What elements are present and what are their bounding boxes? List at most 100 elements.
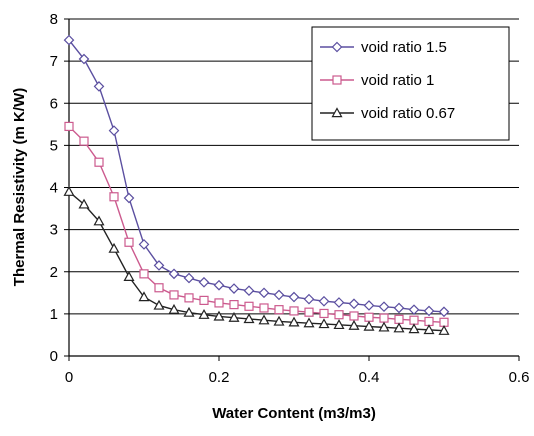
data-point <box>64 121 74 132</box>
data-point <box>333 319 345 330</box>
data-point <box>423 324 435 335</box>
data-point <box>273 315 285 326</box>
y-tick-label: 6 <box>50 95 58 112</box>
data-point <box>331 41 343 53</box>
data-point <box>274 305 284 315</box>
data-point <box>153 299 165 310</box>
data-point <box>63 34 75 46</box>
y-tick-label: 8 <box>50 11 58 28</box>
legend-entry: void ratio 1 <box>320 72 434 89</box>
data-point <box>378 321 390 332</box>
data-point <box>78 53 90 65</box>
y-tick-label: 5 <box>50 137 58 154</box>
series-group <box>63 34 450 335</box>
data-point <box>124 237 134 247</box>
data-point <box>139 269 149 279</box>
data-point <box>243 285 255 297</box>
legend: void ratio 1.5 void ratio 1 void ratio 0.6… <box>311 26 510 141</box>
y-tick-label: 7 <box>50 53 58 70</box>
data-point <box>244 301 254 311</box>
data-point <box>138 239 150 250</box>
data-point <box>154 283 164 293</box>
data-point <box>259 303 269 313</box>
data-point <box>333 297 345 308</box>
data-point <box>364 312 374 322</box>
legend-label: void ratio 1 <box>361 72 434 89</box>
data-point <box>94 157 104 167</box>
data-point <box>303 293 315 305</box>
data-point <box>319 308 329 319</box>
data-point <box>183 272 195 284</box>
data-point <box>393 322 405 333</box>
data-point <box>408 304 420 316</box>
data-point <box>153 260 165 271</box>
data-point <box>318 295 330 307</box>
data-point <box>228 311 240 322</box>
data-point <box>334 310 344 320</box>
data-point <box>138 291 150 302</box>
y-tick-label: 4 <box>50 180 58 197</box>
data-point <box>394 314 404 324</box>
ticks: 0 1 2 3 4 5 6 7 8 0 0.2 0.4 0.6 <box>50 11 530 386</box>
data-point <box>198 276 210 288</box>
y-axis-title: Thermal Resistivity (m K/W) <box>11 88 28 286</box>
data-point <box>331 107 343 118</box>
data-point <box>63 185 75 196</box>
data-point <box>273 289 285 301</box>
data-point <box>228 283 240 294</box>
data-point <box>108 125 120 136</box>
data-point <box>214 298 224 308</box>
x-tick-label: 0.4 <box>359 369 380 386</box>
data-point <box>109 192 119 202</box>
data-point <box>438 306 450 318</box>
data-point <box>289 306 299 316</box>
data-point <box>304 307 314 317</box>
data-point <box>258 287 270 299</box>
data-point <box>168 268 180 280</box>
data-point <box>379 313 389 323</box>
data-point <box>348 298 360 310</box>
data-point <box>409 315 419 325</box>
data-point <box>213 279 225 291</box>
data-point <box>318 318 330 329</box>
x-axis-title: Water Content (m3/m3) <box>212 405 376 422</box>
data-point <box>123 192 135 204</box>
data-point <box>78 198 90 209</box>
data-point <box>408 323 420 334</box>
data-point <box>288 316 300 327</box>
data-point <box>349 311 359 321</box>
series-2 <box>64 121 449 327</box>
legend-box <box>311 26 510 141</box>
series-1 <box>63 34 450 318</box>
data-point <box>168 303 180 314</box>
y-tick-label: 3 <box>50 222 58 239</box>
legend-entry: void ratio 1.5 <box>320 39 447 56</box>
y-tick-label: 2 <box>50 264 58 281</box>
data-point <box>184 293 194 303</box>
legend-label: void ratio 1.5 <box>361 39 447 56</box>
data-point <box>169 290 179 300</box>
data-point <box>393 302 405 314</box>
data-point <box>108 242 120 253</box>
data-point <box>332 75 342 85</box>
legend-label: void ratio 0.67 <box>361 105 455 122</box>
data-point <box>438 324 450 335</box>
data-point <box>348 319 360 330</box>
data-point <box>213 310 225 321</box>
data-point <box>288 291 300 303</box>
legend-entry: void ratio 0.67 <box>320 105 455 122</box>
data-point <box>198 308 210 319</box>
series-3 <box>63 185 450 335</box>
data-point <box>93 215 105 226</box>
data-point <box>229 300 239 310</box>
data-point <box>303 317 315 328</box>
data-point <box>93 81 105 92</box>
x-tick-label: 0.6 <box>509 369 530 386</box>
y-tick-label: 0 <box>50 348 58 365</box>
x-tick-label: 0.2 <box>209 369 230 386</box>
data-point <box>363 320 375 331</box>
data-point <box>79 136 89 146</box>
data-point <box>243 313 255 324</box>
data-point <box>123 271 135 282</box>
